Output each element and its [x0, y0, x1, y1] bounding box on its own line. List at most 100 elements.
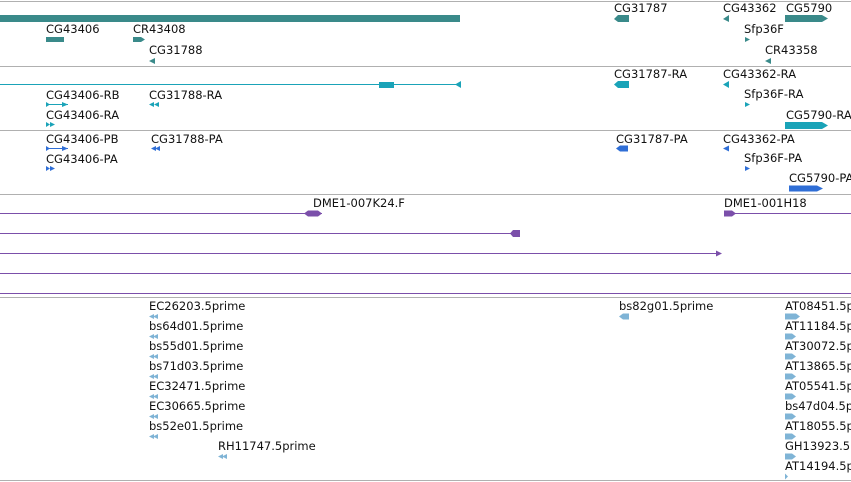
- clone-feature[interactable]: [304, 210, 322, 217]
- protein-exon[interactable]: [50, 166, 55, 171]
- est-label: bs47d04.5prime: [785, 399, 851, 413]
- est-label: AT14194.5prime: [785, 459, 851, 473]
- mrna-label: CG31788-RA: [149, 88, 222, 102]
- est-feature[interactable]: [153, 314, 158, 319]
- est-feature[interactable]: [153, 434, 158, 439]
- est-feature[interactable]: [149, 334, 154, 339]
- est-label: AT11184.5prime: [785, 319, 851, 333]
- est-feature[interactable]: [785, 473, 788, 480]
- gene-feature-bar[interactable]: [0, 15, 460, 22]
- est-label: EC32471.5prime: [149, 379, 245, 393]
- mrna-exon[interactable]: [46, 102, 50, 107]
- protein-label: CG43406-PA: [46, 152, 118, 166]
- est-feature[interactable]: [785, 453, 796, 460]
- protein-exon[interactable]: [745, 166, 750, 171]
- clone-feature[interactable]: [510, 230, 520, 237]
- est-feature[interactable]: [149, 374, 154, 379]
- mrna-track: CG43406-RB CG43406-RA CG31788-RA CG31787…: [0, 67, 851, 129]
- protein-exon[interactable]: [62, 146, 68, 151]
- gene-feature-cg31788[interactable]: [149, 58, 155, 64]
- est-track: EC26203.5prime bs64d01.5prime bs55d01.5p…: [149, 299, 851, 480]
- est-label: AT13865.5prime: [785, 359, 851, 373]
- est-feature[interactable]: [149, 394, 154, 399]
- protein-exon[interactable]: [151, 146, 156, 151]
- protein-label: CG5790-PA: [789, 171, 851, 185]
- protein-exon[interactable]: [616, 145, 628, 152]
- est-feature[interactable]: [149, 354, 154, 359]
- est-feature[interactable]: [222, 454, 227, 459]
- mrna-exon[interactable]: [785, 122, 828, 129]
- est-feature[interactable]: [785, 413, 796, 420]
- gene-label: CR43358: [765, 43, 818, 57]
- gene-feature-cg31787[interactable]: [614, 15, 629, 22]
- protein-exon[interactable]: [46, 146, 50, 151]
- gene-feature-cg43406[interactable]: [46, 37, 64, 42]
- mrna-exon[interactable]: [46, 122, 50, 127]
- est-feature[interactable]: [218, 454, 223, 459]
- est-feature[interactable]: [785, 353, 796, 360]
- protein-label: CG43406-PB: [46, 132, 119, 146]
- mrna-exon[interactable]: [614, 81, 629, 88]
- gene-label: CG43406: [46, 22, 100, 36]
- mrna-exon-start[interactable]: [455, 81, 461, 88]
- est-feature[interactable]: [153, 414, 158, 419]
- mrna-label: CG43406-RA: [46, 108, 119, 122]
- gene-label: CG43362: [723, 1, 777, 15]
- est-feature[interactable]: [149, 414, 154, 419]
- clone-feature[interactable]: [724, 210, 736, 217]
- gene-label: Sfp36F: [744, 22, 784, 36]
- est-feature[interactable]: [153, 394, 158, 399]
- gene-label: CG31787: [614, 1, 668, 15]
- est-feature[interactable]: [785, 393, 796, 400]
- protein-exon[interactable]: [155, 146, 160, 151]
- protein-exon[interactable]: [723, 145, 729, 152]
- protein-label: CG31788-PA: [151, 132, 223, 146]
- mrna-exon[interactable]: [723, 81, 729, 88]
- gene-feature-cr43408[interactable]: [133, 37, 145, 42]
- clone-label: DME1-001H18: [724, 196, 807, 210]
- est-label: EC26203.5prime: [149, 299, 245, 313]
- mrna-exon[interactable]: [62, 102, 68, 107]
- mrna-label: CG43406-RB: [46, 88, 120, 102]
- clone-track: DME1-007K24.F DME1-001H18: [0, 196, 851, 294]
- mrna-exon[interactable]: [50, 122, 55, 127]
- est-label: RH11747.5prime: [218, 439, 316, 453]
- mrna-exon[interactable]: [154, 102, 159, 107]
- mrna-exon[interactable]: [745, 102, 750, 107]
- est-label: AT30072.5prime: [785, 339, 851, 353]
- est-feature[interactable]: [149, 434, 154, 439]
- protein-label: Sfp36F-PA: [744, 151, 802, 165]
- mrna-label: Sfp36F-RA: [744, 87, 804, 101]
- est-label: bs82g01.5prime: [619, 299, 713, 313]
- est-label: EC30665.5prime: [149, 399, 245, 413]
- est-label: AT05541.5prime: [785, 379, 851, 393]
- gene-feature-cr43358[interactable]: [765, 58, 771, 64]
- gene-feature-cg43362[interactable]: [723, 15, 729, 22]
- est-feature[interactable]: [153, 354, 158, 359]
- est-feature[interactable]: [153, 374, 158, 379]
- est-feature[interactable]: [149, 314, 154, 319]
- protein-track: CG43406-PB CG43406-PA CG31788-PA CG31787…: [46, 132, 851, 192]
- gene-feature-sfp36f[interactable]: [745, 37, 750, 42]
- est-label: bs71d03.5prime: [149, 359, 243, 373]
- est-feature[interactable]: [153, 334, 158, 339]
- est-label: bs55d01.5prime: [149, 339, 243, 353]
- est-label: bs64d01.5prime: [149, 319, 243, 333]
- est-label: AT08451.5prime: [785, 299, 851, 313]
- est-label: GH13923.5prime: [785, 439, 851, 453]
- protein-exon[interactable]: [789, 185, 823, 192]
- est-feature[interactable]: [785, 373, 796, 380]
- est-feature[interactable]: [619, 313, 629, 320]
- est-feature[interactable]: [785, 433, 796, 440]
- mrna-exon[interactable]: [379, 82, 394, 88]
- gene-feature-cg5790[interactable]: [785, 15, 828, 22]
- gene-label: CG31788: [149, 43, 203, 57]
- clone-feature[interactable]: [716, 250, 722, 257]
- protein-exon[interactable]: [46, 166, 50, 171]
- mrna-exon[interactable]: [149, 102, 154, 107]
- mrna-label: CG5790-RA: [786, 108, 851, 122]
- est-feature[interactable]: [785, 333, 796, 340]
- est-feature[interactable]: [785, 313, 800, 320]
